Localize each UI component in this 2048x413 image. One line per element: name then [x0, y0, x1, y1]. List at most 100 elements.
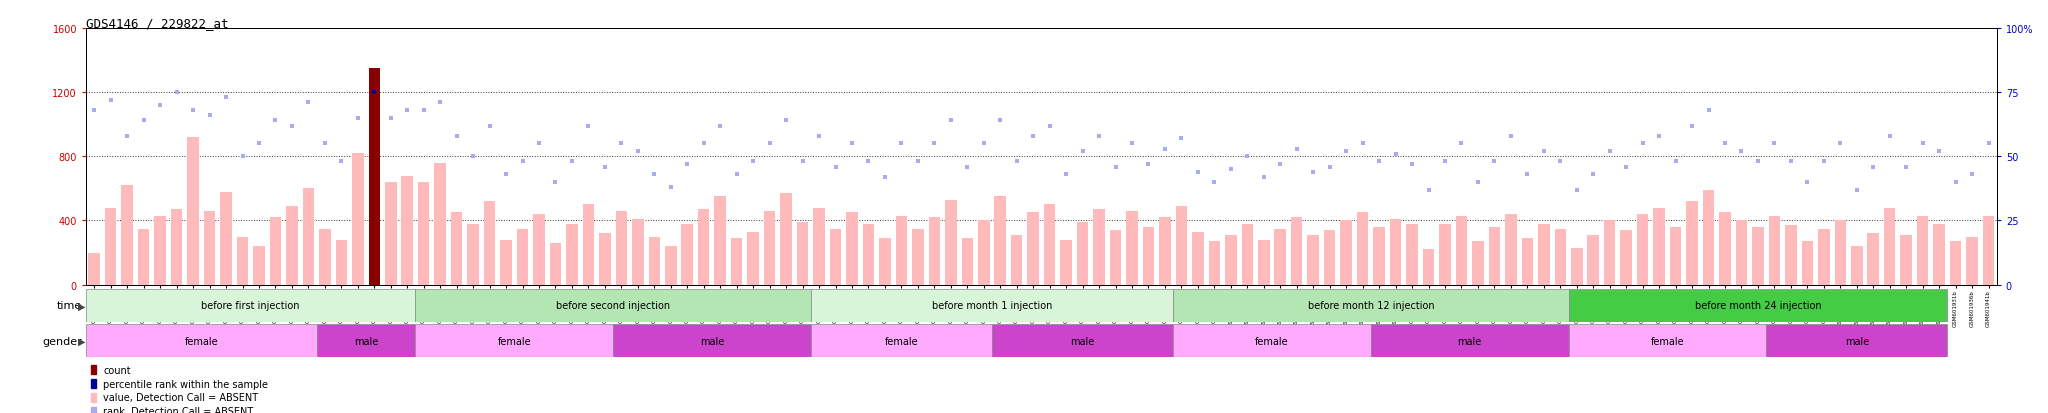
Text: male: male [700, 336, 725, 346]
Bar [1917, 216, 1929, 285]
Bar [317, 324, 416, 357]
Bar [1044, 205, 1055, 285]
Point [983, 118, 1016, 124]
Point [1511, 171, 1544, 178]
Bar [92, 393, 96, 402]
Bar [1569, 324, 1765, 357]
Point [1313, 164, 1346, 171]
Point [1774, 159, 1806, 165]
Point [1724, 149, 1757, 155]
Bar [1950, 242, 1962, 285]
Text: male: male [354, 336, 379, 346]
Bar [780, 194, 793, 285]
Text: male: male [1458, 336, 1483, 346]
Point [852, 159, 885, 165]
Point [1329, 149, 1362, 155]
Point [1214, 166, 1247, 173]
Point [1741, 159, 1774, 165]
Point [1247, 174, 1280, 181]
Point [1593, 149, 1626, 155]
Bar [532, 215, 545, 285]
Bar [565, 224, 578, 285]
Point [358, 90, 391, 96]
Point [868, 174, 901, 181]
Bar [1982, 216, 1995, 285]
Point [705, 123, 737, 130]
Point [242, 141, 274, 147]
Point [293, 100, 326, 107]
Point [1907, 141, 1939, 147]
Bar [1370, 324, 1569, 357]
Bar [1868, 234, 1878, 285]
Point [1133, 161, 1165, 168]
Point [489, 171, 522, 178]
Bar [616, 211, 627, 285]
Bar [1126, 211, 1139, 285]
Point [588, 164, 621, 171]
Bar [86, 324, 317, 357]
Point [358, 90, 391, 96]
Bar [1835, 221, 1845, 285]
Bar [879, 239, 891, 285]
Point [604, 141, 637, 147]
Bar [1702, 190, 1714, 285]
Point [1626, 141, 1659, 147]
Bar [549, 243, 561, 285]
Bar [1094, 210, 1104, 285]
Point [258, 118, 291, 124]
Point [225, 154, 258, 160]
Bar [319, 229, 330, 285]
Bar [731, 239, 743, 285]
Point [1264, 161, 1296, 168]
Bar [1028, 213, 1038, 285]
Bar [979, 221, 989, 285]
Point [950, 164, 983, 171]
Bar [666, 247, 676, 285]
Point [276, 123, 309, 130]
Bar [1358, 213, 1368, 285]
Point [1378, 151, 1411, 158]
Point [209, 95, 242, 101]
Bar [682, 224, 692, 285]
Bar [1604, 221, 1616, 285]
Point [967, 141, 999, 147]
Bar [1440, 224, 1450, 285]
Text: female: female [184, 336, 219, 346]
Bar [698, 210, 709, 285]
Text: male: male [1845, 336, 1870, 346]
Bar [303, 189, 313, 285]
Point [1561, 187, 1593, 194]
Bar [385, 183, 397, 285]
Text: percentile rank within the sample: percentile rank within the sample [102, 379, 268, 389]
Point [688, 141, 721, 147]
Point [1577, 171, 1610, 178]
Point [375, 115, 408, 122]
Bar [944, 200, 956, 285]
Text: female: female [885, 336, 918, 346]
Text: female: female [1255, 336, 1288, 346]
Bar [995, 197, 1006, 285]
Point [737, 159, 770, 165]
Point [1016, 133, 1049, 140]
Point [1182, 169, 1214, 176]
Point [78, 107, 111, 114]
Point [1890, 164, 1923, 171]
Bar [862, 224, 874, 285]
Bar [1012, 235, 1022, 285]
Text: ▶: ▶ [78, 301, 86, 311]
Point [539, 179, 571, 186]
Point [111, 133, 143, 140]
Point [836, 141, 868, 147]
Text: ▶: ▶ [78, 336, 86, 346]
Bar [1620, 230, 1632, 285]
Bar [1241, 224, 1253, 285]
Point [555, 159, 588, 165]
Bar [811, 324, 991, 357]
Text: before first injection: before first injection [201, 301, 299, 311]
Bar [1143, 227, 1155, 285]
Point [1395, 161, 1427, 168]
Bar [401, 176, 414, 285]
Bar [1587, 235, 1599, 285]
Bar [1786, 226, 1796, 285]
Bar [1225, 235, 1237, 285]
